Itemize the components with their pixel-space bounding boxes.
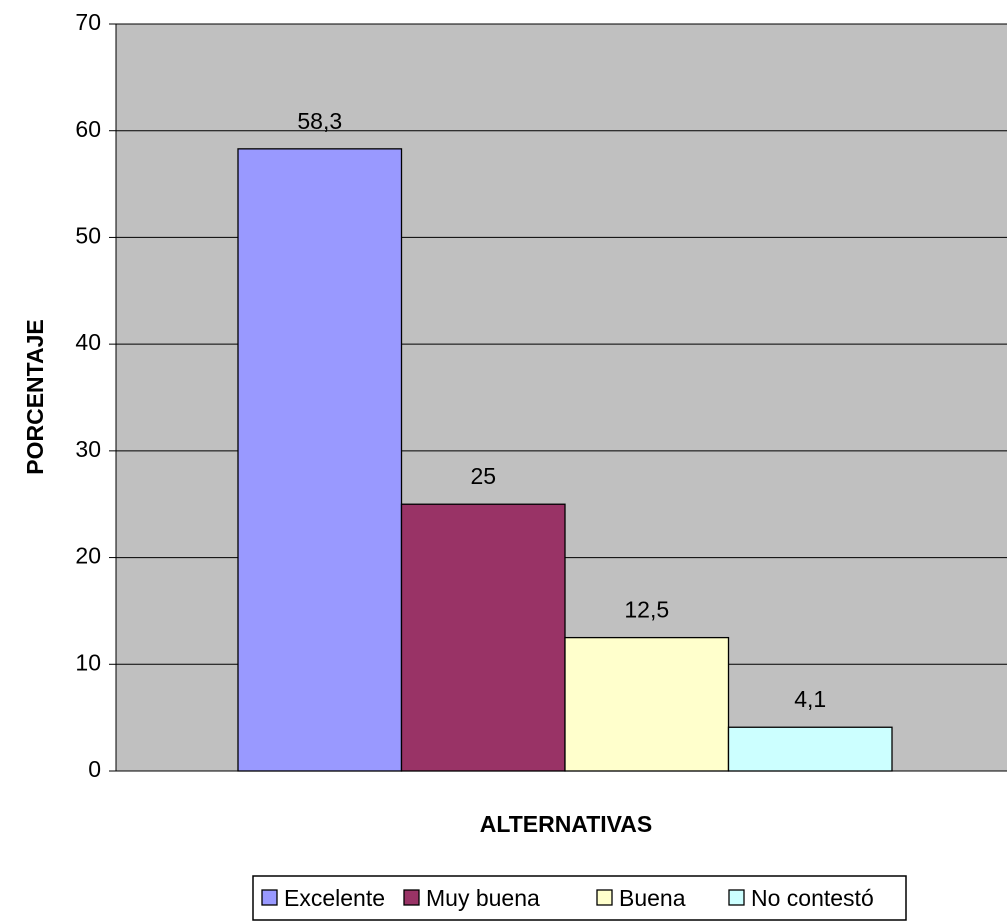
bar-no-contestó xyxy=(727,726,893,772)
legend-swatch xyxy=(261,889,278,906)
legend-box xyxy=(252,875,907,921)
data-label: 12,5 xyxy=(624,597,669,623)
bar-muy-buena xyxy=(400,503,566,772)
bar-buena xyxy=(564,636,730,772)
y-axis-ticks: 0 10 20 30 40 50 60 70 xyxy=(75,9,116,782)
bars xyxy=(237,148,893,772)
legend: Excelente Muy buena Buena No contestó xyxy=(261,885,874,911)
data-label: 4,1 xyxy=(794,686,826,712)
x-axis-title: ALTERNATIVAS xyxy=(480,811,653,837)
y-axis-title: PORCENTAJE xyxy=(22,319,48,475)
legend-label: Excelente xyxy=(284,885,385,911)
legend-label: No contestó xyxy=(751,885,874,911)
data-label: 58,3 xyxy=(297,108,342,134)
data-label: 25 xyxy=(470,463,496,489)
data-labels: 58,3 25 12,5 4,1 xyxy=(297,108,826,712)
y-tick-label: 20 xyxy=(75,543,101,569)
y-tick-label: 50 xyxy=(75,223,101,249)
legend-swatch xyxy=(596,889,613,906)
legend-swatch xyxy=(403,889,420,906)
y-tick-label: 40 xyxy=(75,329,101,355)
legend-swatch xyxy=(728,889,745,906)
y-tick-label: 0 xyxy=(88,756,101,782)
y-tick-label: 10 xyxy=(75,649,101,675)
y-tick-label: 60 xyxy=(75,116,101,142)
legend-label: Muy buena xyxy=(426,885,540,911)
legend-label: Buena xyxy=(619,885,686,911)
bar-excelente xyxy=(237,148,403,772)
y-tick-label: 70 xyxy=(75,9,101,35)
y-tick-label: 30 xyxy=(75,436,101,462)
